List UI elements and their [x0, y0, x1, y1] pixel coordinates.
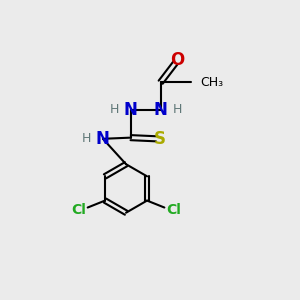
Text: N: N	[154, 101, 168, 119]
Text: N: N	[96, 130, 110, 148]
Text: S: S	[154, 130, 166, 148]
Text: N: N	[124, 101, 138, 119]
Text: H: H	[172, 103, 182, 116]
Text: H: H	[82, 132, 91, 145]
Text: H: H	[109, 103, 119, 116]
Text: O: O	[170, 51, 184, 69]
Text: Cl: Cl	[166, 203, 181, 217]
Text: Cl: Cl	[71, 203, 86, 217]
Text: CH₃: CH₃	[200, 76, 223, 89]
